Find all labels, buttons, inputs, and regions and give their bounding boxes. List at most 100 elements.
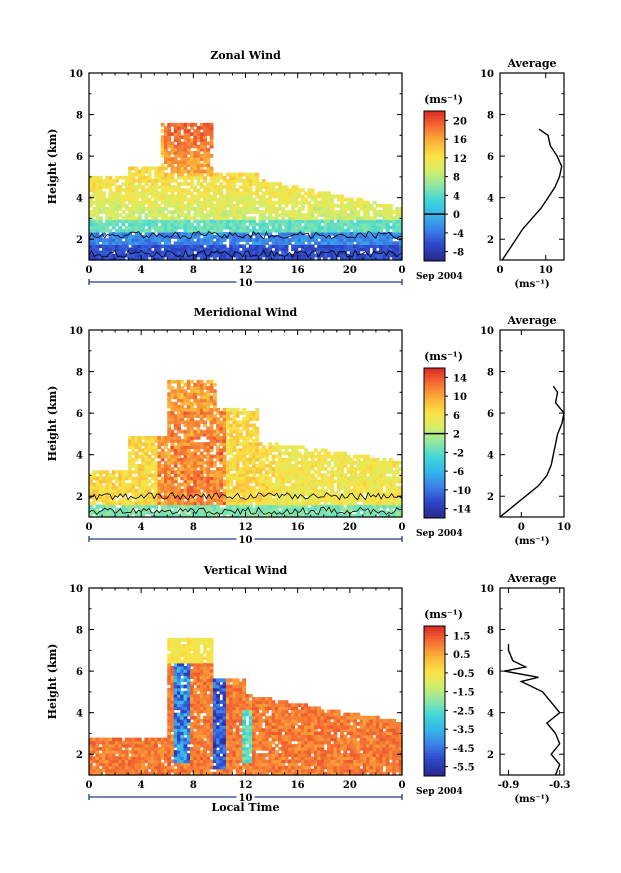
date-label-bg (236, 791, 255, 802)
x-tick-label: 4 (138, 780, 145, 791)
date-label-bg (236, 533, 255, 544)
colorbar-swatch (424, 121, 445, 124)
average-x-tick-label: 0 (518, 522, 525, 533)
colorbar-swatch (424, 251, 445, 254)
colorbar-swatch (424, 438, 445, 441)
average-y-tick-label: 4 (487, 194, 494, 205)
colorbar-swatch (424, 473, 445, 476)
colorbar-swatch (424, 440, 445, 444)
average-frame (499, 72, 565, 261)
heatmap (89, 637, 403, 776)
colorbar-swatch (424, 718, 445, 722)
colorbar-swatch (424, 403, 445, 406)
colorbar-swatch (424, 738, 445, 742)
colorbar-swatch (424, 443, 445, 446)
average-frame (499, 587, 565, 776)
average-x-tick-label: 10 (539, 265, 553, 276)
y-tick-label: 4 (76, 194, 83, 205)
colorbar-swatch (424, 495, 445, 499)
heatmap (89, 379, 403, 518)
colorbar-tick-label: 8 (453, 173, 460, 184)
colorbar-swatch (424, 370, 445, 374)
colorbar-swatch (424, 676, 445, 679)
colorbar-swatch (424, 368, 445, 371)
colorbar-swatch (424, 463, 445, 466)
colorbar-swatch (424, 508, 445, 511)
colorbar-swatch (424, 465, 445, 469)
colorbar-swatch (424, 378, 445, 381)
colorbar-swatch (424, 683, 445, 687)
month-label: Sep 2004 (416, 787, 463, 797)
colorbar-swatch (424, 418, 445, 421)
x-tick-label: 8 (190, 522, 197, 533)
colorbar-swatch (424, 696, 445, 699)
colorbar-swatch (424, 126, 445, 129)
colorbar-swatch (424, 193, 445, 197)
colorbar-swatch (424, 153, 445, 157)
y-tick-label: 2 (76, 492, 83, 503)
colorbar-unit: (ms⁻¹) (424, 608, 463, 621)
colorbar-swatch (424, 113, 445, 117)
month-label: Sep 2004 (416, 529, 463, 539)
colorbar-swatch (424, 728, 445, 732)
colorbar-swatch (424, 151, 445, 154)
colorbar-swatch (424, 716, 445, 719)
date-label: 10 (239, 278, 253, 289)
colorbar-swatch (424, 731, 445, 734)
colorbar-tick-label: -3.5 (453, 725, 475, 736)
colorbar-swatch (424, 641, 445, 644)
colorbar-tick-label: 0.5 (453, 650, 470, 661)
colorbar-swatch (424, 673, 445, 677)
colorbar-swatch (424, 393, 445, 396)
colorbar-swatch (424, 478, 445, 481)
y-tick-label: 8 (76, 111, 83, 122)
colorbar-swatch (424, 148, 445, 152)
colorbar-swatch (424, 191, 445, 194)
colorbar-swatch (424, 500, 445, 504)
colorbar-swatch (424, 663, 445, 667)
average-y-tick-label: 4 (487, 451, 494, 462)
colorbar-swatch (424, 468, 445, 471)
colorbar-tick-label: 6 (453, 411, 460, 422)
colorbar-swatch (424, 761, 445, 764)
x-tick-label: 20 (343, 780, 357, 791)
colorbar-swatch (424, 678, 445, 682)
colorbar-swatch (424, 661, 445, 664)
colorbar-swatch (424, 118, 445, 122)
x-tick-label: 4 (138, 522, 145, 533)
contour-line (88, 230, 403, 240)
average-x-unit: (ms⁻¹) (514, 279, 549, 290)
panel-title: Zonal Wind (210, 49, 281, 62)
colorbar-swatch (424, 228, 445, 232)
colorbar-swatch (424, 703, 445, 707)
colorbar-swatch (424, 666, 445, 669)
colorbar-tick-label: 14 (453, 373, 467, 384)
colorbar-swatch (424, 388, 445, 391)
colorbar-swatch (424, 173, 445, 177)
colorbar-swatch (424, 226, 445, 229)
colorbar-swatch (424, 398, 445, 401)
colorbar-swatch (424, 198, 445, 202)
colorbar-swatch (424, 726, 445, 729)
colorbar-swatch (424, 445, 445, 449)
colorbar-swatch (424, 216, 445, 219)
colorbar-swatch (424, 133, 445, 137)
colorbar-swatch (424, 423, 445, 426)
colorbar-swatch (424, 691, 445, 694)
colorbar-swatch (424, 243, 445, 247)
colorbar-swatch (424, 633, 445, 637)
colorbar-tick-label: 12 (453, 154, 467, 165)
month-label: Sep 2004 (416, 272, 463, 282)
colorbar-swatch (424, 646, 445, 649)
colorbar-swatch (424, 166, 445, 169)
colorbar-swatch (424, 380, 445, 384)
colorbar-swatch (424, 493, 445, 496)
colorbar-unit: (ms⁻¹) (424, 350, 463, 363)
colorbar-swatch (424, 408, 445, 411)
average-y-tick-label: 2 (487, 492, 494, 503)
y-tick-label: 6 (76, 152, 83, 163)
colorbar-swatch (424, 713, 445, 717)
y-tick-label: 2 (76, 750, 83, 761)
x-tick-label: 16 (291, 265, 305, 276)
colorbar-swatch (424, 156, 445, 159)
